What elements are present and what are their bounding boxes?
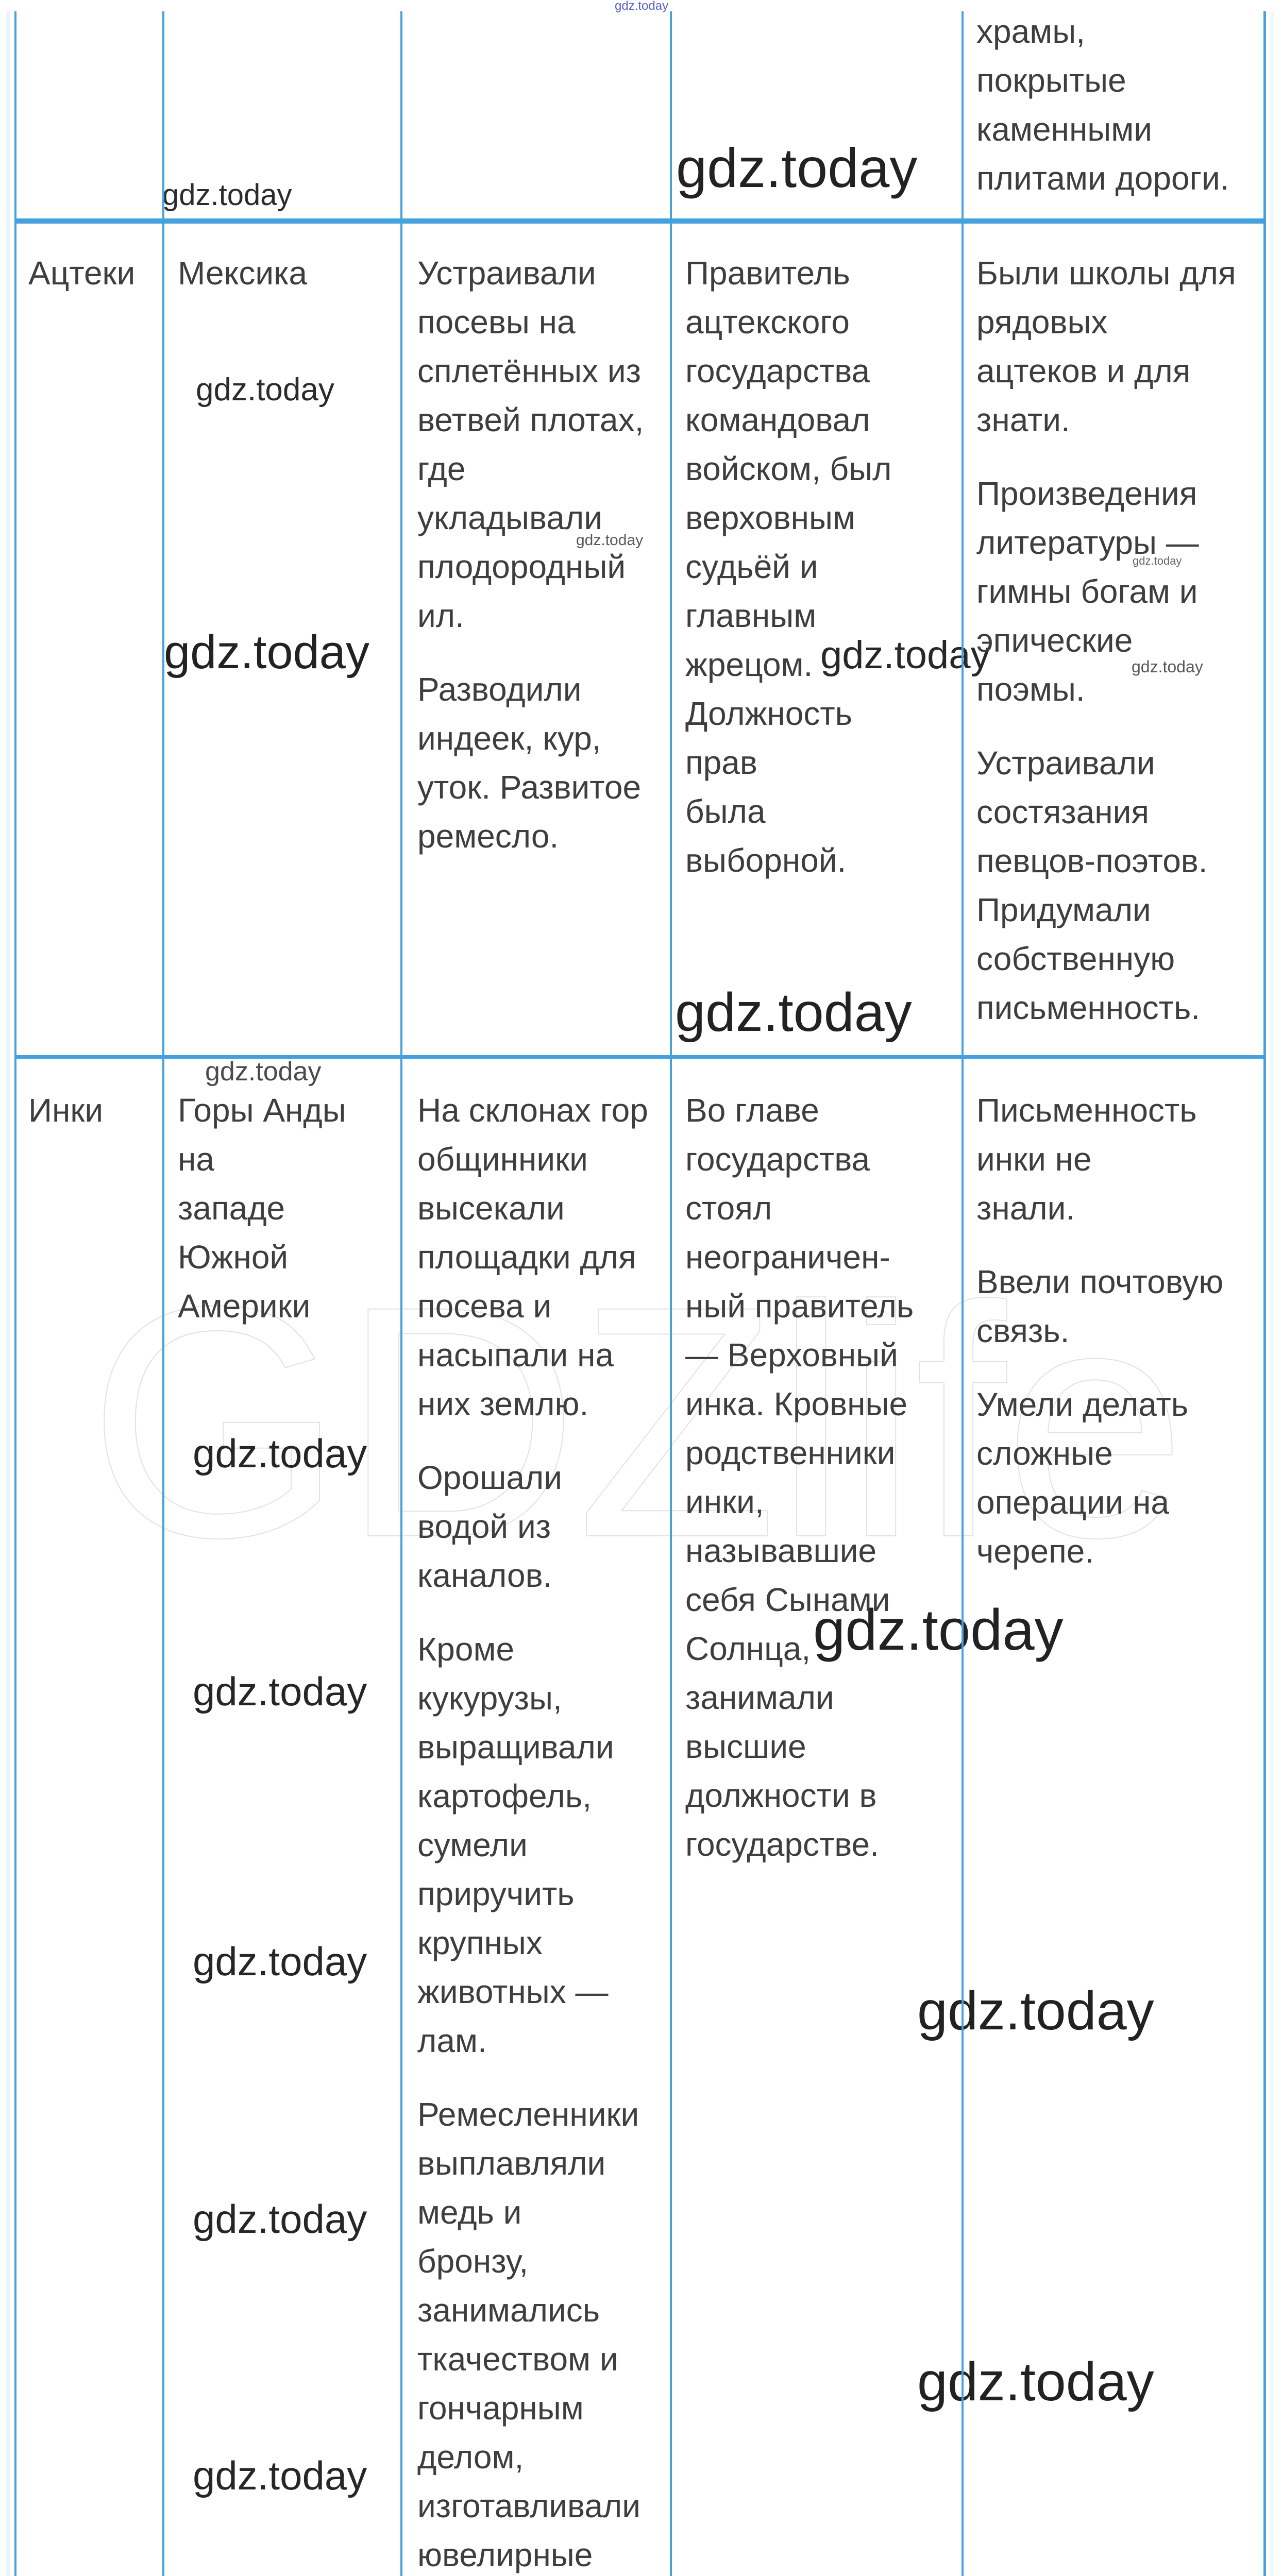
cell-incas-economy: На склонах гор общинники высекали площад…	[417, 1092, 648, 2573]
cell-incas-government: Во главе государства стоял неограничен- …	[685, 1092, 914, 1863]
table-border-col4-5	[962, 11, 964, 2576]
cell-incas-name: Инки	[28, 1092, 104, 1129]
watermark: gdz.today	[676, 137, 918, 199]
watermark: gdz.today	[205, 1057, 322, 1087]
right-edge-band	[1270, 11, 1274, 2576]
cell-aztecs-name: Ацтеки	[28, 255, 136, 292]
watermark: gdz.today	[193, 2196, 367, 2242]
table-border-col1-2	[162, 11, 164, 2576]
table-border-col3-4	[670, 11, 672, 2576]
table-border-col2-3	[400, 11, 402, 2576]
watermark: gdz.today	[164, 626, 369, 679]
watermark: gdz.today	[193, 2453, 367, 2498]
watermark: gdz.today	[193, 1431, 367, 1476]
watermark: gdz.today	[675, 982, 912, 1043]
watermark: gdz.today	[1132, 657, 1203, 676]
watermark: gdz.today	[576, 532, 644, 549]
watermark: gdz.today	[615, 0, 669, 13]
watermark: gdz.today	[917, 1980, 1154, 2041]
table-border-left	[14, 11, 16, 2576]
giant-outline-watermark: GDZlife	[87, 1238, 1187, 1606]
watermark: gdz.today	[193, 1939, 367, 1984]
cell-aztecs-location: Мексика	[178, 255, 308, 292]
watermark: gdz.today	[1133, 554, 1182, 567]
row-divider-middle	[14, 1055, 1266, 1059]
cell-continuation-culture: храмы, покрытые каменными плитами дороги…	[976, 13, 1229, 197]
cell-aztecs-culture: Были школы для рядовых ацтеков и для зна…	[976, 255, 1236, 1026]
cell-incas-culture: Письменность инки не знали. Ввели почтову…	[976, 1092, 1224, 1570]
watermark: gdz.today	[196, 372, 334, 408]
watermark: gdz.today	[193, 1669, 367, 1714]
left-edge-band	[6, 11, 10, 2576]
cell-aztecs-economy: Устраивали посевы на сплетённых из ветве…	[417, 255, 644, 855]
row-divider-top	[14, 218, 1266, 224]
watermark: gdz.today	[917, 2351, 1154, 2412]
cell-aztecs-government: Правитель ацтекского государства командо…	[685, 255, 892, 879]
watermark: gdz.today	[813, 1598, 1064, 1662]
table-border-right	[1263, 11, 1266, 2576]
cell-incas-location: Горы Анды на западе Южной Америки	[178, 1092, 346, 1325]
watermark: gdz.today	[162, 178, 292, 212]
